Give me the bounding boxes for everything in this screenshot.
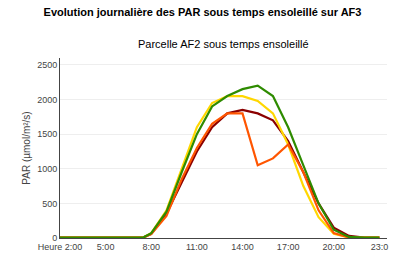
svg-text:11:00: 11:00	[186, 242, 208, 252]
svg-text:14:00: 14:00	[231, 242, 254, 252]
svg-text:8:00: 8:00	[142, 242, 160, 252]
svg-text:Heure 2:00: Heure 2:00	[38, 242, 83, 252]
svg-text:PAR (µmol/m²/s): PAR (µmol/m²/s)	[21, 111, 32, 184]
svg-text:Parcelle AF2 sous temps ensole: Parcelle AF2 sous temps ensoleillé	[138, 38, 309, 50]
svg-text:23:0: 23:0	[371, 242, 389, 252]
svg-text:1500: 1500	[37, 129, 57, 139]
svg-text:2500: 2500	[37, 60, 57, 70]
svg-text:1000: 1000	[37, 164, 57, 174]
svg-text:5:00: 5:00	[97, 242, 115, 252]
svg-text:Evolution journalière des PAR: Evolution journalière des PAR sous temps…	[44, 6, 362, 18]
svg-text:17:00: 17:00	[277, 242, 300, 252]
svg-text:500: 500	[42, 199, 57, 209]
svg-text:0: 0	[52, 233, 57, 243]
svg-text:20:00: 20:00	[323, 242, 346, 252]
svg-text:2000: 2000	[37, 95, 57, 105]
